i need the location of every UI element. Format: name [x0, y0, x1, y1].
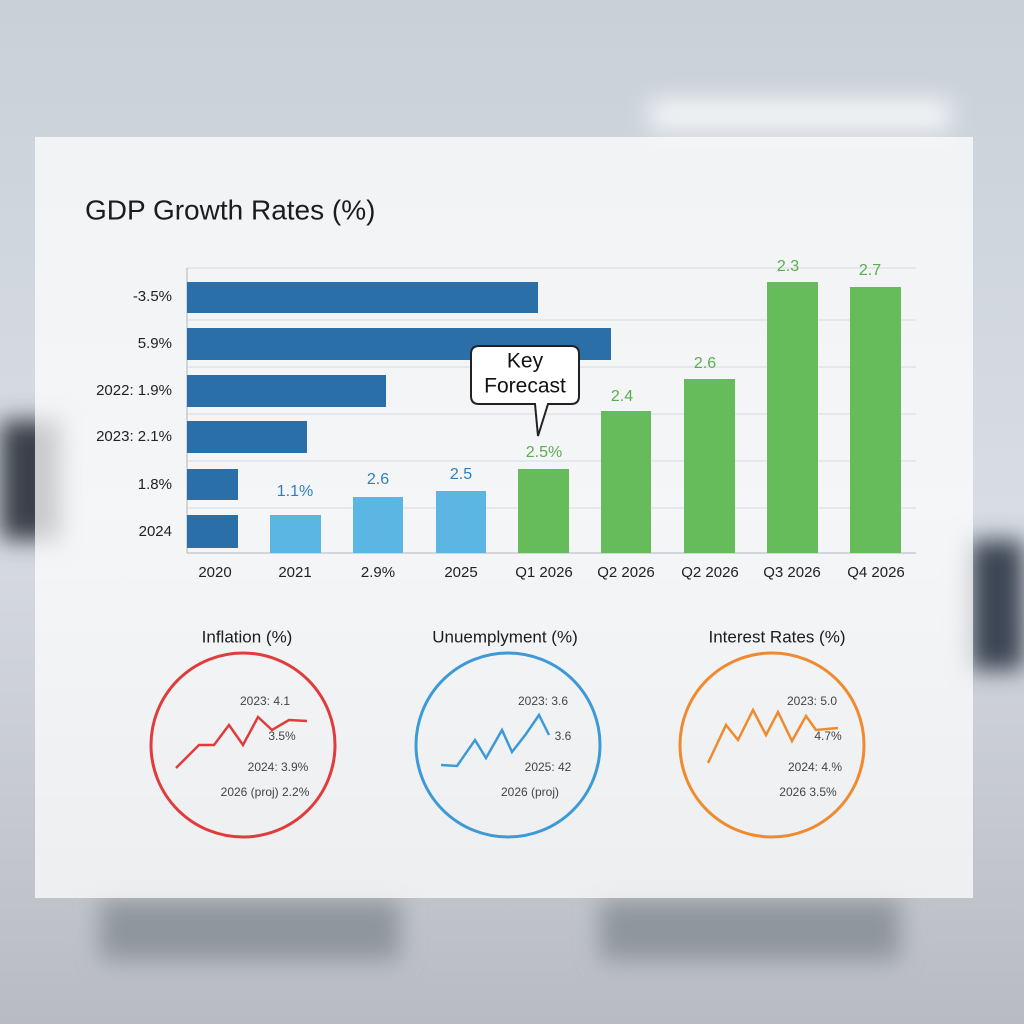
gauge-text: 2026 3.5%	[779, 785, 837, 799]
y-label: 2022: 1.9%	[96, 382, 172, 399]
x-label: 2021	[278, 564, 311, 581]
sparkline	[706, 707, 839, 764]
gauge-text: 2026 (proj)	[501, 785, 559, 799]
gauge-text: 3.5%	[268, 729, 296, 743]
value-label: 2.5	[450, 466, 472, 483]
x-label: Q4 2026	[847, 564, 905, 581]
y-label: 1.8%	[138, 476, 172, 493]
gauge-text: 2023: 5.0	[787, 694, 837, 708]
callout-box	[470, 345, 580, 437]
sparkline	[175, 714, 308, 769]
sparkline	[440, 712, 551, 768]
value-label: 1.1%	[277, 483, 313, 500]
gauge-text: 3.6	[555, 729, 572, 743]
gauge-ring	[149, 651, 337, 839]
x-label: Q3 2026	[763, 564, 821, 581]
gauge-text: 2023: 4.1	[240, 694, 290, 708]
value-label: 2.6	[367, 471, 389, 488]
y-label: 2024	[139, 523, 172, 540]
value-label: 2.4	[611, 388, 633, 405]
value-label: 2.3	[777, 258, 799, 275]
y-label: 5.9%	[138, 335, 172, 352]
gauge-text: 2025: 42	[525, 760, 572, 774]
gauge-ring	[414, 651, 602, 839]
x-label: Q2 2026	[597, 564, 655, 581]
gauge-text: 2026 (proj) 2.2%	[221, 785, 310, 799]
gauge-title: Inflation (%)	[202, 627, 293, 646]
x-label: Q1 2026	[515, 564, 573, 581]
x-label: 2020	[198, 564, 231, 581]
callout-text: Forecast	[484, 375, 566, 398]
y-label: -3.5%	[133, 288, 172, 305]
callout-text: Key	[507, 350, 544, 373]
panel	[35, 137, 973, 898]
value-label: 2.7	[859, 262, 881, 279]
x-label: 2025	[444, 564, 477, 581]
gauge-title: Interest Rates (%)	[709, 627, 846, 646]
gauge-text: 2024: 3.9%	[248, 760, 309, 774]
gauge-text: 4.7%	[814, 729, 842, 743]
y-label: 2023: 2.1%	[96, 428, 172, 445]
gauge-ring	[678, 651, 866, 839]
h-bars	[187, 282, 611, 548]
chart-title: GDP Growth Rates (%)	[85, 194, 375, 225]
office-blur	[0, 100, 1024, 960]
x-label: Q2 2026	[681, 564, 739, 581]
v-bars-blue	[270, 491, 486, 553]
v-bars-green	[518, 282, 901, 553]
value-label: 2.6	[694, 355, 716, 372]
gauge-title: Unuemplyment (%)	[432, 627, 578, 646]
x-label: 2.9%	[361, 564, 395, 581]
gauge-text: 2024: 4.%	[788, 760, 842, 774]
gauge-text: 2023: 3.6	[518, 694, 568, 708]
value-label: 2.5%	[526, 444, 562, 461]
